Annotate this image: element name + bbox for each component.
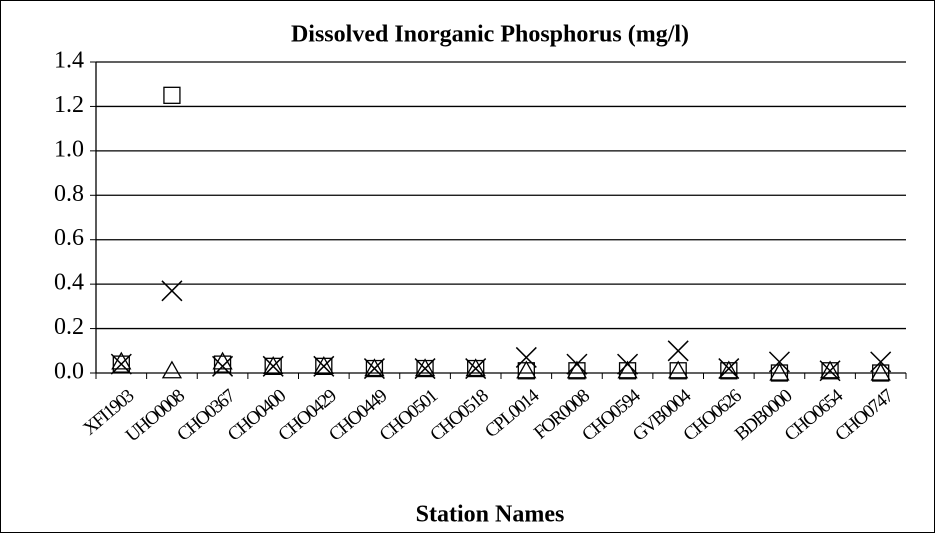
marker-triangle bbox=[263, 356, 284, 374]
marker-triangle bbox=[313, 356, 334, 374]
marker-square bbox=[112, 355, 130, 373]
marker-x bbox=[110, 353, 132, 375]
marker-x bbox=[212, 355, 234, 377]
marker-x bbox=[870, 351, 892, 373]
y-tick-label: 1.2 bbox=[54, 92, 84, 118]
marker-square bbox=[163, 86, 181, 104]
marker-x bbox=[768, 351, 790, 373]
x-axis-label: Station Names bbox=[416, 502, 565, 528]
marker-triangle bbox=[111, 351, 132, 370]
marker-triangle bbox=[870, 362, 891, 381]
marker-square bbox=[213, 355, 232, 373]
marker-triangle bbox=[516, 360, 537, 379]
marker-x bbox=[566, 353, 588, 375]
marker-x bbox=[718, 358, 740, 380]
marker-x bbox=[161, 280, 183, 302]
marker-triangle bbox=[161, 360, 183, 379]
marker-triangle bbox=[212, 351, 233, 370]
marker-triangle bbox=[465, 358, 486, 377]
y-tick-label: 0.0 bbox=[54, 359, 84, 385]
marker-triangle bbox=[819, 360, 841, 379]
marker-triangle bbox=[364, 358, 385, 377]
marker-x bbox=[667, 340, 689, 362]
chart-title: Dissolved Inorganic Phosphorus (mg/l) bbox=[291, 22, 689, 48]
y-tick-label: 1.0 bbox=[54, 136, 84, 162]
marker-triangle bbox=[718, 360, 739, 379]
y-tick-label: 0.4 bbox=[54, 270, 84, 296]
marker-triangle bbox=[414, 358, 436, 377]
y-tick-label: 1.4 bbox=[54, 48, 84, 74]
marker-x bbox=[617, 353, 639, 375]
marker-triangle bbox=[617, 360, 638, 379]
y-tick-label: 0.2 bbox=[54, 314, 84, 340]
marker-triangle bbox=[769, 362, 790, 381]
marker-x bbox=[515, 346, 537, 368]
marker-triangle bbox=[566, 360, 588, 379]
marker-triangle bbox=[668, 360, 689, 379]
y-tick-label: 0.6 bbox=[54, 225, 84, 251]
y-tick-label: 0.8 bbox=[54, 181, 84, 207]
